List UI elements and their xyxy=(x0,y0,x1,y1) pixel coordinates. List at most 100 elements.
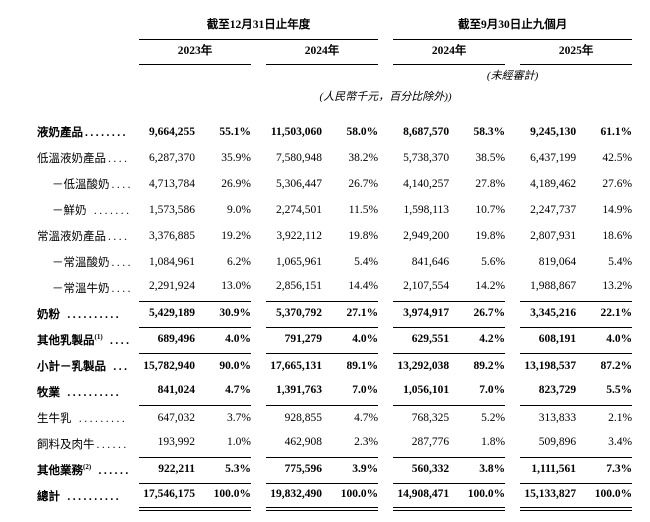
cell-9m2024-percent: 100.0% xyxy=(449,483,506,511)
cell-9m2025-value: 2,807,931 xyxy=(530,230,577,242)
cell-fy2023-value: 9,664,255 xyxy=(149,126,195,138)
cell-fy2023-value: 647,032 xyxy=(157,412,195,425)
cell-9m2025-percent: 22.1% xyxy=(576,301,633,328)
cell-9m2025-value: 2,247,737 xyxy=(530,204,577,216)
cell-9m2025-value: 3,345,216 xyxy=(520,301,577,328)
cell-fy2023-value: 1,084,961 xyxy=(149,256,195,268)
cell-fy2023-value: 922,211 xyxy=(139,457,195,484)
table-body: 液奶產品........ 9,664,255 55.1% 11,503,060 … xyxy=(37,119,633,511)
cell-9m2025-percent: 5.5% xyxy=(576,379,633,406)
cell-fy2024-percent: 19.8% xyxy=(348,230,379,242)
row-label-cell: 奶粉 .......... xyxy=(37,301,139,327)
table-row: 低溫液奶產品.... 6,287,370 35.9% 7,580,948 38.… xyxy=(37,145,632,171)
cell-fy2024-value: 5,306,447 xyxy=(276,178,322,190)
table-row: －常溫牛奶.... 2,291,924 13.0% 2,856,151 14.4… xyxy=(37,275,633,302)
period-group-title-9m: 截至9月30日止九個月 xyxy=(393,12,633,40)
cell-fy2023-percent: 1.0% xyxy=(195,431,251,458)
cell-9m2024-percent: 58.3% xyxy=(473,126,506,138)
cell-fy2023-percent: 5.3% xyxy=(195,457,251,484)
cell-fy2024-value: 1,391,763 xyxy=(266,379,322,406)
cell-fy2023-value: 841,024 xyxy=(139,379,195,406)
unaudited-note-row: (未經審計) xyxy=(37,64,632,85)
cell-9m2024-percent: 7.0% xyxy=(449,379,506,406)
row-label: 其他乳製品 xyxy=(37,335,95,347)
cell-fy2024-value: 3,922,112 xyxy=(276,230,322,242)
cell-fy2024-percent: 4.0% xyxy=(322,327,379,354)
cell-9m2024-percent: 38.5% xyxy=(475,152,506,164)
cell-fy2024-percent: 14.4% xyxy=(322,275,379,302)
cell-fy2023-percent: 35.9% xyxy=(221,152,251,164)
table-row: 奶粉 .......... 5,429,189 30.9% 5,370,792 … xyxy=(37,301,633,328)
cell-fy2024-value: 928,855 xyxy=(284,412,322,425)
dot-leader: .... xyxy=(108,231,130,243)
cell-fy2023-percent: 13.0% xyxy=(195,275,251,302)
cell-9m2025-percent: 27.6% xyxy=(602,178,633,190)
cell-9m2024-percent: 10.7% xyxy=(475,204,506,216)
cell-fy2023-percent: 4.7% xyxy=(195,379,251,406)
row-label: 小計－乳製品 xyxy=(37,361,106,373)
cell-9m2024-value: 8,687,570 xyxy=(403,126,450,138)
cell-9m2025-percent: 14.9% xyxy=(602,204,633,216)
cell-fy2024-percent: 26.7% xyxy=(348,178,379,190)
cell-fy2024-percent: 100.0% xyxy=(322,483,379,511)
footnote-ref: (1) xyxy=(94,333,103,342)
cell-fy2023-percent: 30.9% xyxy=(195,301,251,328)
cell-9m2024-value: 287,776 xyxy=(393,431,450,458)
cell-fy2024-value: 2,856,151 xyxy=(266,275,322,302)
dot-leader: .......... xyxy=(62,491,122,503)
dot-leader: .... xyxy=(104,335,132,347)
cell-9m2024-value: 3,974,917 xyxy=(393,301,450,328)
cell-9m2024-value: 14,908,471 xyxy=(393,483,450,511)
cell-9m2024-percent: 14.2% xyxy=(449,275,506,302)
table-row: 其他乳製品(1) .... 689,496 4.0% 791,279 4.0% … xyxy=(37,327,633,354)
cell-9m2024-value: 1,598,113 xyxy=(403,204,450,216)
row-label: 總計 xyxy=(37,491,60,503)
cell-9m2024-percent: 5.2% xyxy=(481,412,506,425)
row-label: －常溫牛奶 xyxy=(52,283,110,295)
cell-fy2024-value: 5,370,792 xyxy=(266,301,322,328)
cell-fy2023-percent: 26.9% xyxy=(221,178,251,190)
dot-leader: ........ xyxy=(85,127,128,139)
cell-9m2025-value: 15,133,827 xyxy=(520,483,577,511)
cell-fy2024-percent: 2.3% xyxy=(322,431,379,458)
cell-fy2024-value: 11,503,060 xyxy=(270,126,322,138)
cell-9m2024-percent: 5.6% xyxy=(481,256,506,268)
units-note-row: (人民幣千元，百分比除外)) xyxy=(37,85,632,107)
dot-leader: .... xyxy=(111,179,133,191)
cell-9m2024-value: 768,325 xyxy=(411,412,450,425)
table-row: 生牛乳 ......... 647,032 3.7% 928,855 4.7% … xyxy=(37,405,632,431)
cell-9m2025-percent: 4.0% xyxy=(576,327,633,354)
cell-9m2025-percent: 3.4% xyxy=(576,431,633,458)
cell-fy2024-value: 1,065,961 xyxy=(276,256,322,268)
cell-9m2025-percent: 2.1% xyxy=(608,412,633,425)
dot-leader: ...... xyxy=(96,439,129,451)
year-column-header-2025-9m: 2025年 xyxy=(520,39,633,65)
cell-fy2024-percent: 11.5% xyxy=(348,204,379,216)
row-label: 奶粉 xyxy=(37,309,60,321)
row-label-cell: 低溫液奶產品.... xyxy=(37,145,139,171)
cell-fy2024-value: 462,908 xyxy=(266,431,322,458)
row-label-cell: －常溫牛奶.... xyxy=(37,275,139,301)
year-column-header-2024-9m: 2024年 xyxy=(393,39,506,65)
table-row: 飼料及肉牛...... 193,992 1.0% 462,908 2.3% 28… xyxy=(37,431,633,458)
cell-fy2024-percent: 7.0% xyxy=(322,379,379,406)
cell-fy2023-value: 5,429,189 xyxy=(139,301,195,328)
cell-fy2024-value: 17,665,131 xyxy=(270,360,322,373)
row-label-cell: 其他業務(2) ...... xyxy=(37,457,139,483)
units-note: (人民幣千元，百分比除外)) xyxy=(319,91,452,103)
cell-fy2024-percent: 89.1% xyxy=(346,360,379,373)
table-row: 液奶產品........ 9,664,255 55.1% 11,503,060 … xyxy=(37,119,632,145)
cell-9m2024-percent: 26.7% xyxy=(449,301,506,328)
cell-9m2024-value: 13,292,038 xyxy=(397,360,450,373)
cell-9m2024-percent: 27.8% xyxy=(475,178,506,190)
cell-fy2024-value: 775,596 xyxy=(266,457,322,484)
table-header: 截至12月31日止年度 截至9月30日止九個月 2023年 2024年 2024… xyxy=(37,12,633,119)
cell-fy2023-percent: 4.0% xyxy=(195,327,251,354)
dot-leader: .......... xyxy=(62,309,122,321)
row-label-cell: 其他乳製品(1) .... xyxy=(37,327,139,353)
row-label-cell: 小計－乳製品 ... xyxy=(37,353,139,379)
cell-9m2025-value: 819,064 xyxy=(538,256,577,268)
row-label-cell: －鮮奶 ....... xyxy=(37,197,139,223)
cell-fy2023-value: 17,546,175 xyxy=(139,483,195,511)
